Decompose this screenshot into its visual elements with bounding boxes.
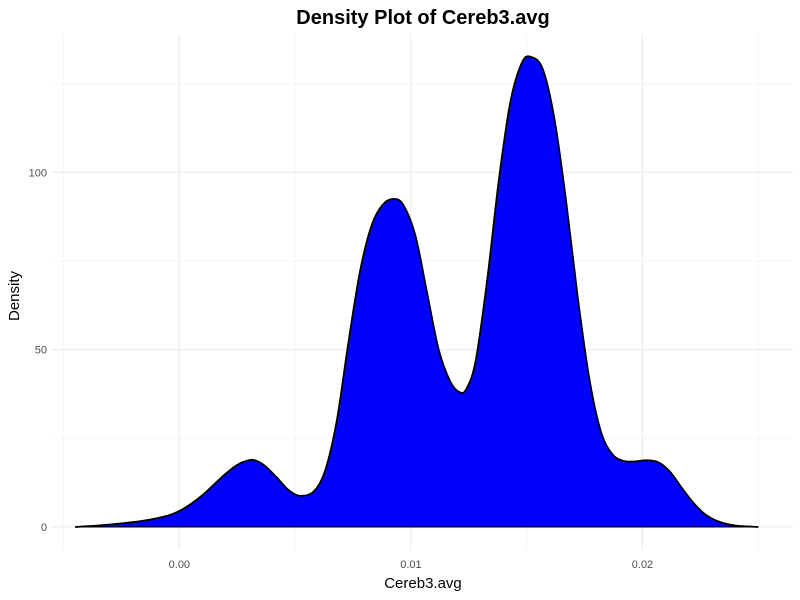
y-axis-ticks: 0 50 100 <box>29 167 47 534</box>
y-axis-title: Density <box>6 270 23 321</box>
density-curve-outline-0 <box>75 55 759 528</box>
y-tick-label: 50 <box>35 345 47 357</box>
chart-title: Density Plot of Cereb3.avg <box>296 7 549 29</box>
density-series <box>75 55 759 528</box>
density-area-fill-0 <box>75 56 759 527</box>
x-tick-label: 0.01 <box>400 559 421 571</box>
y-tick-label: 100 <box>29 167 47 179</box>
x-tick-label: 0.00 <box>169 559 190 571</box>
x-tick-label: 0.02 <box>632 559 653 571</box>
x-axis-ticks: 0.00 0.01 0.02 <box>169 559 654 571</box>
x-axis-title: Cereb3.avg <box>384 575 462 592</box>
y-tick-label: 0 <box>41 522 47 534</box>
